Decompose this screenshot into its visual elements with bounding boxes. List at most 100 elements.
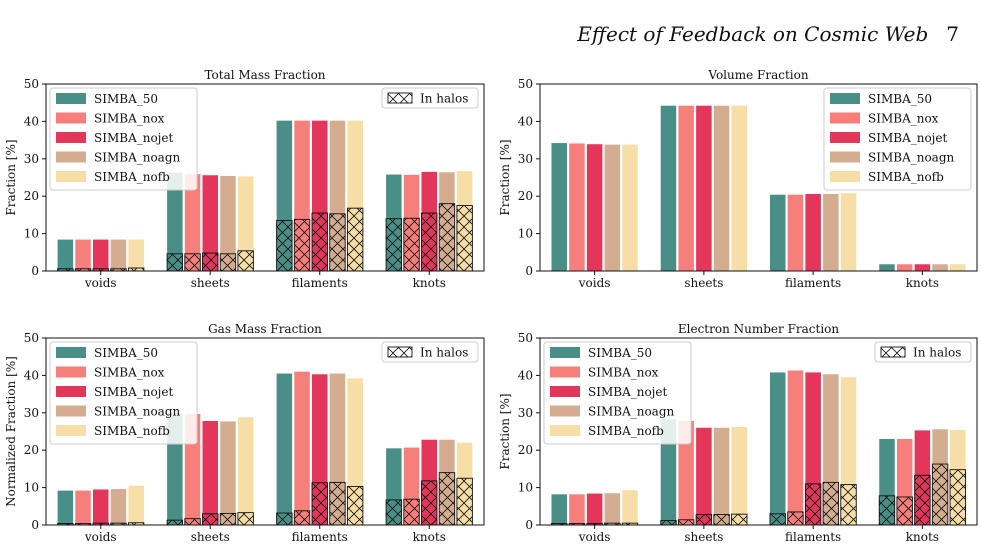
halo-bar (346, 207, 364, 272)
bar (696, 427, 712, 525)
bar (184, 174, 201, 271)
bar (220, 421, 236, 525)
legend: SIMBA_50 SIMBA_nox SIMBA_nojet SIMBA_noagn S… (543, 341, 692, 445)
bar (896, 264, 913, 271)
legend-label: SIMBA_noagn (94, 151, 181, 165)
halo-bar (184, 253, 201, 272)
bar (128, 239, 144, 271)
legend-swatch (56, 132, 86, 143)
bar (840, 193, 857, 271)
halo-bar (184, 518, 201, 526)
y-axis-label: Fraction [%] (4, 139, 18, 215)
legend: SIMBA_50 SIMBA_nox SIMBA_nojet SIMBA_noagn S… (823, 87, 972, 191)
halo-bar (822, 481, 840, 526)
x-tick-label: knots (413, 530, 446, 544)
halo-bar (421, 212, 438, 272)
bar (276, 373, 293, 525)
y-tick-label: 10 (518, 481, 533, 495)
bar (57, 490, 74, 525)
y-tick-label: 0 (525, 518, 533, 532)
halo-bar (237, 250, 254, 272)
halo-bar (456, 477, 473, 526)
halo-legend-label: In halos (913, 346, 961, 360)
legend-label: SIMBA_nofb (868, 170, 944, 184)
bar (678, 421, 694, 525)
legend-label: SIMBA_noagn (588, 405, 675, 419)
halo-bar (202, 252, 219, 272)
x-tick-label: voids (578, 276, 611, 290)
page-number: 7 (946, 22, 959, 46)
bar (932, 264, 948, 271)
halo-bar (840, 484, 857, 526)
legend-label: SIMBA_nox (94, 112, 165, 126)
legend-swatch (56, 93, 86, 104)
legend-label: SIMBA_nofb (588, 424, 664, 438)
legend-label: SIMBA_nofb (94, 170, 170, 184)
halo-bar (931, 463, 949, 526)
legend-swatch (550, 405, 580, 417)
legend-label: SIMBA_nox (868, 112, 939, 126)
y-tick-label: 10 (24, 481, 39, 495)
chart-electron-number-fraction: Electron Number Fraction Fraction [%] 0 10 2… (498, 322, 978, 544)
bar (769, 194, 786, 271)
y-tick-label: 10 (24, 227, 39, 241)
x-tick-label: voids (84, 530, 117, 544)
y-tick-label: 20 (24, 443, 39, 457)
legend-swatch (830, 171, 860, 182)
legend-label: SIMBA_nojet (588, 385, 668, 399)
legend-swatch (56, 405, 86, 417)
chart-title: Gas Mass Fraction (208, 322, 322, 336)
bar (75, 490, 91, 525)
legend-label: SIMBA_nox (94, 366, 165, 380)
y-tick-label: 40 (24, 368, 39, 382)
y-tick-label: 40 (24, 114, 39, 128)
bar (731, 427, 748, 525)
x-tick-label: knots (906, 530, 939, 544)
legend-swatch (550, 347, 580, 358)
halo-bar (329, 481, 346, 526)
halo-bar (276, 220, 293, 272)
x-tick-label: filaments (292, 276, 348, 290)
plot-frame (45, 83, 485, 272)
bar (202, 175, 218, 271)
bar (622, 490, 638, 525)
bar (787, 370, 804, 525)
chart-total-mass-fraction: Total Mass Fraction Fraction [%] 0 10 20 30 40… (4, 68, 485, 290)
bar (586, 493, 603, 525)
y-tick-label: 30 (24, 406, 39, 420)
x-tick-label: sheets (684, 276, 723, 290)
halo-bar (403, 217, 420, 272)
y-tick-label: 20 (24, 189, 39, 203)
halo-bar (385, 499, 403, 526)
legend-swatch (56, 112, 86, 124)
legend-swatch (550, 425, 580, 436)
bar (660, 105, 677, 271)
chart-volume-fraction: Volume Fraction Fraction [%] 0 10 20 30 40 50 vo… (498, 68, 978, 290)
halo-bar (896, 496, 913, 526)
y-axis-label: Fraction [%] (498, 393, 512, 469)
x-tick-label: filaments (785, 276, 841, 290)
bar (569, 143, 585, 271)
x-tick-label: knots (906, 276, 939, 290)
x-tick-label: knots (413, 276, 446, 290)
halo-bar (219, 512, 237, 526)
y-tick-label: 40 (518, 368, 533, 382)
halo-bar (293, 218, 311, 272)
plot-frame (539, 337, 978, 526)
bar (128, 485, 144, 525)
legend-label: SIMBA_nojet (94, 131, 174, 145)
bar (110, 489, 127, 525)
legend-swatch (56, 366, 86, 378)
bar (823, 193, 839, 271)
legend-swatch (56, 151, 86, 163)
plot-frame (45, 337, 485, 526)
halo-legend: In halos (874, 341, 972, 363)
legend-swatch (56, 171, 86, 182)
halo-bar (311, 212, 328, 272)
bar (110, 239, 127, 271)
y-tick-label: 50 (518, 331, 533, 345)
bar (75, 239, 91, 271)
legend-label: SIMBA_50 (588, 346, 652, 360)
bar (237, 417, 254, 525)
y-axis-label: Normalized Fraction [%] (4, 356, 18, 507)
